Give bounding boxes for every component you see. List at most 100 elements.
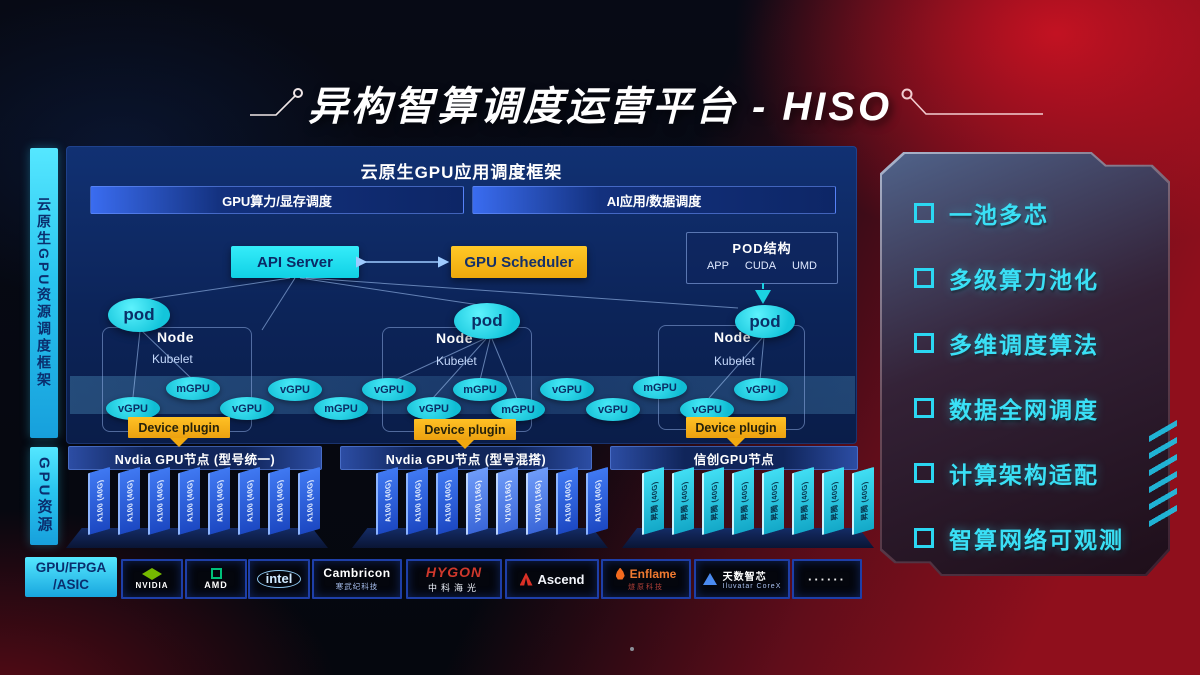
pod-structure-title: POD结构 xyxy=(732,241,792,256)
ascend-logo-icon xyxy=(519,572,533,586)
gpu-card: A100 (40G) xyxy=(155,478,165,524)
vendor-intel: intel xyxy=(248,559,310,599)
bottom-dot-decor xyxy=(630,647,634,651)
gpu-ellipse: vGPU xyxy=(734,378,788,401)
gpu-card: A100 (40G) xyxy=(215,478,225,524)
gpu-card: A100 (40G) xyxy=(563,478,573,524)
pod-struct-item-app: APP xyxy=(706,260,729,272)
gpu-platform-3 xyxy=(622,528,874,548)
feature-panel-bg xyxy=(882,154,1168,574)
rail-cloud-native-framework: 云原生GPU资源调度框架 xyxy=(30,148,58,438)
gpu-card: 昇腾 (40G) xyxy=(799,480,809,522)
rail-gpu-resource: GPU资源 xyxy=(30,447,58,545)
vendor-more: ······ xyxy=(792,559,862,599)
nvidia-logo-icon xyxy=(142,568,162,580)
checkbox-icon xyxy=(914,463,934,483)
gpu-card: A100 (40G) xyxy=(125,478,135,524)
enflame-logo-icon xyxy=(615,567,625,580)
gpu-card: 昇腾 (40G) xyxy=(679,480,689,522)
pod-ellipse-2: pod xyxy=(454,303,520,339)
gpu-card: 昇腾 (40G) xyxy=(829,480,839,522)
vendor-ascend: Ascend xyxy=(505,559,599,599)
feature-item-4: 数据全网调度 xyxy=(914,391,1099,425)
gpu-card-stack-1: A100 (40G) A100 (40G) A100 (40G) A100 (4… xyxy=(88,466,320,536)
iluvatar-logo-icon xyxy=(702,573,717,585)
vendor-iluvatar: 天数智芯 Iluvatar CoreX xyxy=(694,559,790,599)
gpu-ellipse: vGPU xyxy=(362,378,416,401)
gpu-card: V100 (16G) xyxy=(503,478,513,523)
feature-item-3: 多维调度算法 xyxy=(914,326,1099,360)
gpu-card: 昇腾 (40G) xyxy=(649,480,659,522)
gpu-platform-1 xyxy=(66,528,328,548)
intel-logo: intel xyxy=(256,570,302,588)
node-1-kubelet: Kubelet xyxy=(152,352,193,366)
bar-gpu-compute-scheduling: GPU算力/显存调度 xyxy=(90,186,464,214)
pod-ellipse-3: pod xyxy=(735,305,795,338)
gpu-card: 昇腾 (40G) xyxy=(769,480,779,522)
gpu-card: A100 (40G) xyxy=(305,478,315,524)
vendor-hygon: HYGON 中科海光 xyxy=(406,559,502,599)
gpu-card: 昇腾 (40G) xyxy=(709,480,719,522)
checkbox-icon xyxy=(914,268,934,288)
feature-item-5: 计算架构适配 xyxy=(914,456,1099,490)
pod-struct-item-umd: UMD xyxy=(791,260,818,272)
gpu-ellipse: mGPU xyxy=(633,376,687,399)
gpu-section-header-1: Nvdia GPU节点 (型号统一) xyxy=(68,446,322,470)
device-plugin-3: Device plugin xyxy=(686,417,786,447)
gpu-card: V100 (16G) xyxy=(533,478,543,523)
gpu-card: A100 (40G) xyxy=(443,478,453,524)
gpu-ellipse: vGPU xyxy=(407,397,461,420)
gpu-card: V100 (16G) xyxy=(473,478,483,523)
node-1-label: Node xyxy=(157,329,194,345)
gpu-section-header-3: 信创GPU节点 xyxy=(610,446,858,470)
feature-item-2: 多级算力池化 xyxy=(914,261,1099,295)
gpu-ellipse: vGPU xyxy=(268,378,322,401)
framework-header: 云原生GPU应用调度框架 xyxy=(360,163,563,182)
checkbox-icon xyxy=(914,203,934,223)
pod-ellipse-1: pod xyxy=(108,298,170,332)
gpu-card: A100 (40G) xyxy=(413,478,423,524)
gpu-ellipse: vGPU xyxy=(680,398,734,421)
gpu-ellipse: mGPU xyxy=(166,377,220,400)
gpu-card-stack-3: 昇腾 (40G) 昇腾 (40G) 昇腾 (40G) 昇腾 (40G) 昇腾 (… xyxy=(642,466,874,536)
gpu-ellipse: mGPU xyxy=(314,397,368,420)
node-3-kubelet: Kubelet xyxy=(714,354,755,368)
device-plugin-1: Device plugin xyxy=(128,417,230,447)
vendor-cambricon: Cambricon 寒武纪科技 xyxy=(312,559,402,599)
gpu-card: 昇腾 (40G) xyxy=(859,480,869,522)
bar-ai-data-scheduling: AI应用/数据调度 xyxy=(472,186,836,214)
pod-struct-item-cuda: CUDA xyxy=(744,260,777,272)
vendor-nvidia: NVIDIA xyxy=(121,559,183,599)
feature-item-1: 一池多芯 xyxy=(914,196,1049,230)
checkbox-icon xyxy=(914,528,934,548)
pod-structure-box: POD结构 APP CUDA UMD xyxy=(686,232,838,284)
page-title: 异构智算调度运营平台 - HISO xyxy=(307,85,893,129)
gpu-card: A100 (40G) xyxy=(185,478,195,524)
hazard-stripes-decor xyxy=(1149,419,1177,533)
gpu-ellipse: vGPU xyxy=(106,397,160,420)
gpu-ellipse: mGPU xyxy=(453,378,507,401)
gpu-card: A100 (40G) xyxy=(95,478,105,524)
api-server-box: API Server xyxy=(231,246,359,278)
rail-gpu-fpga-asic: GPU/FPGA /ASIC xyxy=(25,557,117,597)
device-plugin-2: Device plugin xyxy=(414,419,516,449)
gpu-card: A100 (40G) xyxy=(245,478,255,524)
gpu-section-header-2: Nvdia GPU节点 (型号混搭) xyxy=(340,446,592,470)
checkbox-icon xyxy=(914,398,934,418)
gpu-card-stack-2: A100 (40G) A100 (40G) A100 (40G) V100 (1… xyxy=(376,466,608,536)
amd-logo-icon xyxy=(210,568,222,579)
feature-panel: 一池多芯 多级算力池化 多维调度算法 数据全网调度 计算架构适配 智算网络可观测 xyxy=(880,152,1170,576)
checkbox-icon xyxy=(914,333,934,353)
gpu-card: A100 (40G) xyxy=(275,478,285,524)
vendor-amd: AMD xyxy=(185,559,247,599)
gpu-platform-2 xyxy=(352,528,608,548)
gpu-scheduler-box: GPU Scheduler xyxy=(451,246,587,278)
gpu-ellipse: vGPU xyxy=(586,398,640,421)
gpu-ellipse: mGPU xyxy=(491,398,545,421)
node-2-kubelet: Kubelet xyxy=(436,354,477,368)
gpu-ellipse: vGPU xyxy=(540,378,594,401)
feature-item-6: 智算网络可观测 xyxy=(914,521,1124,555)
gpu-card: A100 (40G) xyxy=(383,478,393,524)
gpu-card: A100 (40G) xyxy=(593,478,603,524)
